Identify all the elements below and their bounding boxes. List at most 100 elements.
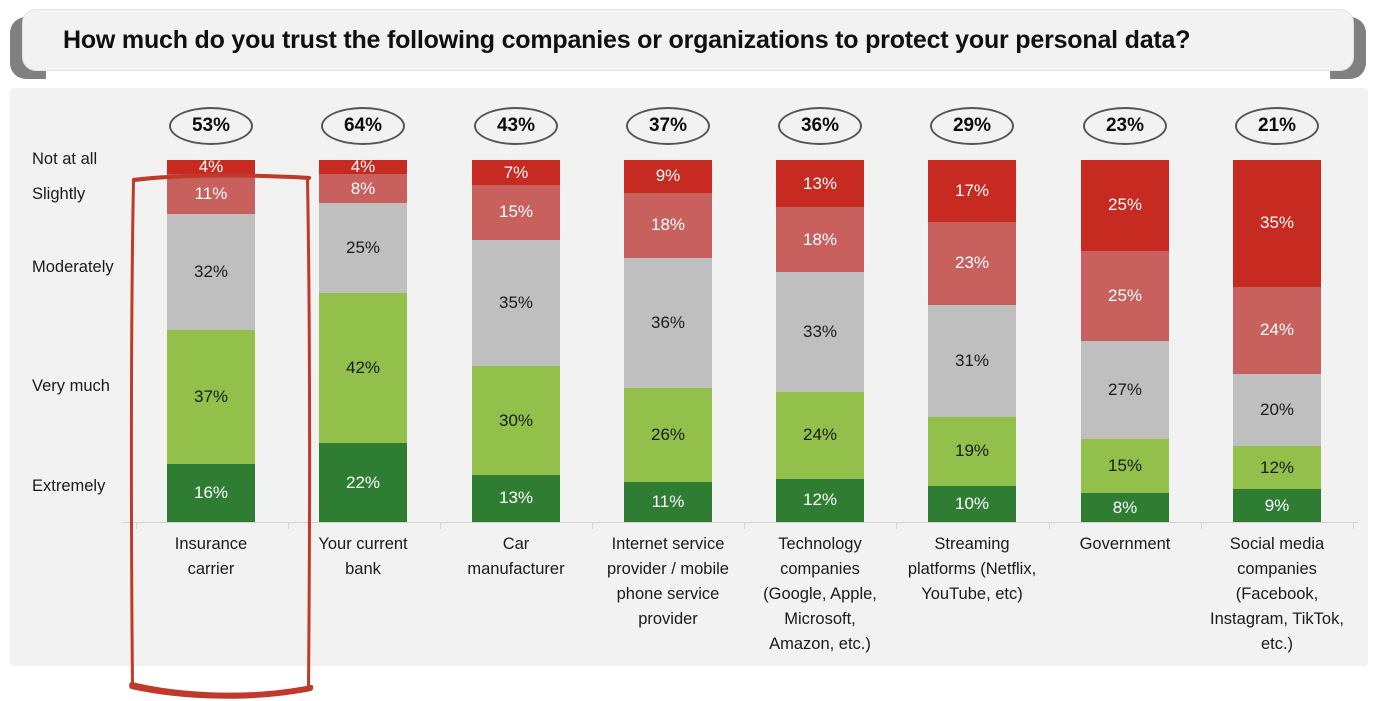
bar-segment-extremely[interactable]: 22% bbox=[319, 443, 407, 522]
bar-segment-extremely[interactable]: 8% bbox=[1081, 493, 1169, 522]
bar-segment-extremely[interactable]: 13% bbox=[472, 474, 560, 522]
bar-segment-slightly[interactable]: 18% bbox=[776, 207, 864, 273]
bar-segment-not-at-all[interactable]: 13% bbox=[776, 160, 864, 208]
bar-segment-not-at-all[interactable]: 9% bbox=[624, 160, 712, 193]
stacked-bar[interactable]: 7% 15% 35% 30% 13% bbox=[472, 160, 560, 522]
trust-total-badge: 36% bbox=[778, 107, 862, 145]
bar-segment-moderately[interactable]: 32% bbox=[167, 214, 255, 331]
x-axis-label: Internet service provider / mobile phone s… bbox=[593, 532, 743, 632]
bar-segment-slightly[interactable]: 11% bbox=[167, 174, 255, 215]
x-axis-label-line: Social media bbox=[1229, 535, 1325, 553]
x-axis-label-line: (Facebook, bbox=[1235, 585, 1319, 603]
stacked-bar[interactable]: 4% 11% 32% 37% 16% bbox=[167, 160, 255, 522]
trust-total-badge: 64% bbox=[321, 107, 405, 145]
column-4: 36% 13% 18% 33% 24% 12% Technology companies (Go… bbox=[742, 88, 898, 666]
axis-tick bbox=[896, 522, 897, 529]
stacked-bar[interactable]: 4% 8% 25% 42% 22% bbox=[319, 160, 407, 522]
x-axis-label-line: platforms (Netflix, bbox=[907, 560, 1037, 578]
stacked-bar[interactable]: 9% 18% 36% 26% 11% bbox=[624, 160, 712, 522]
x-axis-label-line: Your current bbox=[318, 535, 408, 553]
x-axis-label: Streaming platforms (Netflix, YouTube, etc… bbox=[897, 532, 1047, 607]
stacked-bar[interactable]: 25% 25% 27% 15% 8% bbox=[1081, 160, 1169, 522]
bar-segment-moderately[interactable]: 27% bbox=[1081, 341, 1169, 439]
bar-segment-not-at-all[interactable]: 7% bbox=[472, 160, 560, 186]
x-axis-label-line: Instagram, TikTok, bbox=[1210, 610, 1344, 628]
x-axis-label-line: manufacturer bbox=[467, 560, 565, 578]
x-axis-label-line: Car bbox=[502, 535, 530, 553]
bar-segment-extremely[interactable]: 10% bbox=[928, 485, 1016, 523]
axis-tick bbox=[136, 522, 137, 529]
x-axis-label: Car manufacturer bbox=[441, 532, 591, 582]
column-0: 53% 4% 11% 32% 37% 16% Insurance carrier bbox=[133, 88, 289, 666]
stacked-bar[interactable]: 13% 18% 33% 24% 12% bbox=[776, 160, 864, 522]
bar-segment-moderately[interactable]: 25% bbox=[319, 203, 407, 293]
plot-area: 53% 4% 11% 32% 37% 16% Insurance carrier 64% 4% 8%… bbox=[122, 88, 1368, 666]
axis-tick bbox=[288, 522, 289, 529]
page-title: How much do you trust the following comp… bbox=[63, 25, 1191, 54]
x-axis-label-line: carrier bbox=[187, 560, 235, 578]
axis-tick bbox=[1353, 522, 1354, 529]
axis-tick bbox=[1049, 522, 1050, 529]
trust-total-badge: 37% bbox=[626, 107, 710, 145]
bar-segment-not-at-all[interactable]: 35% bbox=[1233, 160, 1321, 287]
bar-segment-very-much[interactable]: 12% bbox=[1233, 445, 1321, 490]
axis-tick bbox=[744, 522, 745, 529]
x-axis-label-line: Internet service bbox=[611, 535, 725, 553]
bar-segment-very-much[interactable]: 19% bbox=[928, 417, 1016, 486]
bar-segment-slightly[interactable]: 18% bbox=[624, 192, 712, 258]
bar-segment-extremely[interactable]: 16% bbox=[167, 464, 255, 522]
trust-total-badge: 29% bbox=[930, 107, 1014, 145]
bar-segment-slightly[interactable]: 15% bbox=[472, 185, 560, 240]
category-label-slightly: Slightly bbox=[32, 185, 86, 203]
bar-segment-slightly[interactable]: 25% bbox=[1081, 250, 1169, 341]
bar-segment-very-much[interactable]: 24% bbox=[776, 391, 864, 479]
stacked-bar[interactable]: 35% 24% 20% 12% 9% bbox=[1233, 160, 1321, 522]
bar-segment-not-at-all[interactable]: 4% bbox=[319, 160, 407, 175]
title-banner: How much do you trust the following comp… bbox=[10, 9, 1366, 79]
bar-segment-extremely[interactable]: 12% bbox=[776, 478, 864, 522]
bar-segment-moderately[interactable]: 31% bbox=[928, 304, 1016, 418]
bar-segment-not-at-all[interactable]: 4% bbox=[167, 160, 255, 175]
bar-segment-very-much[interactable]: 15% bbox=[1081, 438, 1169, 494]
bar-segment-very-much[interactable]: 26% bbox=[624, 388, 712, 483]
x-axis-label: Government bbox=[1050, 532, 1200, 557]
bar-segment-moderately[interactable]: 35% bbox=[472, 239, 560, 367]
x-axis-label-line: Amazon, etc.) bbox=[769, 635, 871, 653]
title-box: How much do you trust the following comp… bbox=[22, 9, 1354, 71]
bar-segment-slightly[interactable]: 24% bbox=[1233, 286, 1321, 374]
x-axis-label-line: Government bbox=[1079, 535, 1171, 553]
bar-segment-moderately[interactable]: 20% bbox=[1233, 373, 1321, 446]
x-axis-label-line: phone service bbox=[616, 585, 720, 603]
chart-panel: Not at all Slightly Moderately Very much Ext… bbox=[10, 88, 1368, 699]
trust-total-badge: 23% bbox=[1083, 107, 1167, 145]
bar-segment-moderately[interactable]: 33% bbox=[776, 272, 864, 392]
bar-segment-very-much[interactable]: 30% bbox=[472, 366, 560, 475]
axis-tick bbox=[1201, 522, 1202, 529]
bar-segment-not-at-all[interactable]: 25% bbox=[1081, 160, 1169, 251]
trust-total-badge: 53% bbox=[169, 107, 253, 145]
x-axis-label: Insurance carrier bbox=[136, 532, 286, 582]
x-axis-label-line: Insurance bbox=[174, 535, 248, 553]
x-axis-label-line: companies bbox=[1237, 560, 1317, 578]
category-label-moderately: Moderately bbox=[32, 258, 114, 276]
category-label-very-much: Very much bbox=[32, 377, 110, 395]
bar-segment-not-at-all[interactable]: 17% bbox=[928, 160, 1016, 222]
stacked-bar[interactable]: 17% 23% 31% 19% 10% bbox=[928, 160, 1016, 523]
bar-segment-slightly[interactable]: 8% bbox=[319, 174, 407, 204]
column-1: 64% 4% 8% 25% 42% 22% Your current bank bbox=[285, 88, 441, 666]
axis-tick bbox=[592, 522, 593, 529]
x-axis-label-line: Streaming bbox=[934, 535, 1010, 553]
bar-segment-extremely[interactable]: 11% bbox=[624, 482, 712, 522]
bar-segment-moderately[interactable]: 36% bbox=[624, 257, 712, 389]
bar-segment-extremely[interactable]: 9% bbox=[1233, 489, 1321, 522]
x-axis-label-line: provider bbox=[638, 610, 698, 628]
bar-segment-very-much[interactable]: 37% bbox=[167, 330, 255, 465]
x-axis-label-line: provider / mobile bbox=[607, 560, 729, 578]
x-axis-line bbox=[122, 522, 1358, 523]
x-axis-label-line: etc.) bbox=[1260, 635, 1294, 653]
bar-segment-very-much[interactable]: 42% bbox=[319, 292, 407, 444]
x-axis-label-line: companies bbox=[780, 560, 860, 578]
x-axis-label-line: (Google, Apple, bbox=[763, 585, 877, 603]
column-6: 23% 25% 25% 27% 15% 8% Government bbox=[1047, 88, 1203, 666]
bar-segment-slightly[interactable]: 23% bbox=[928, 221, 1016, 305]
